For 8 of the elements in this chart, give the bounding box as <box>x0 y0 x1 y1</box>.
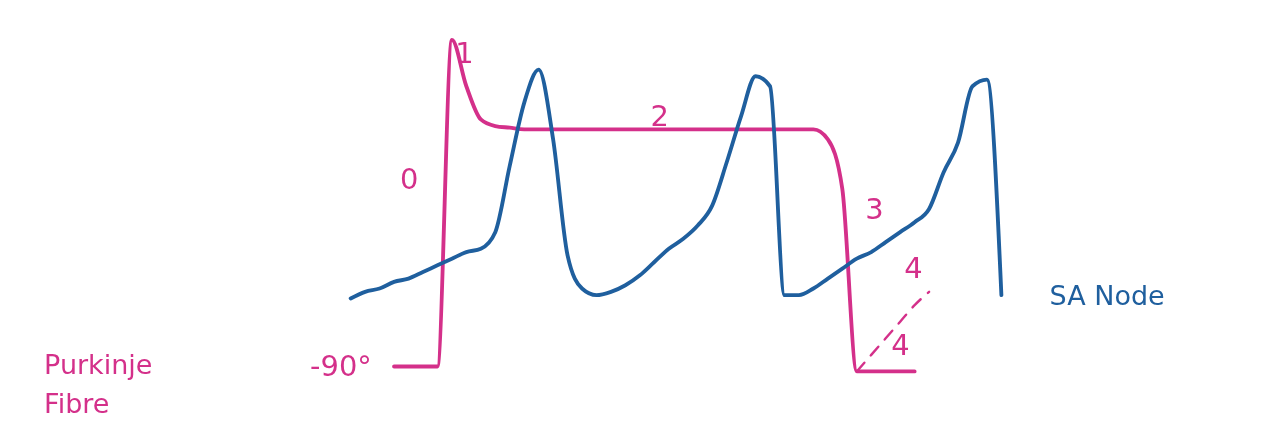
annotation: 4 <box>891 327 910 362</box>
annotation: 0 <box>400 161 419 196</box>
annotation: -90° <box>310 349 372 384</box>
annotation: 3 <box>865 191 884 226</box>
annotation: 4 <box>904 251 923 286</box>
annotation: 2 <box>650 98 669 133</box>
series-label: SA Node <box>1049 279 1165 311</box>
text: Purkinje Fibre <box>44 349 153 419</box>
